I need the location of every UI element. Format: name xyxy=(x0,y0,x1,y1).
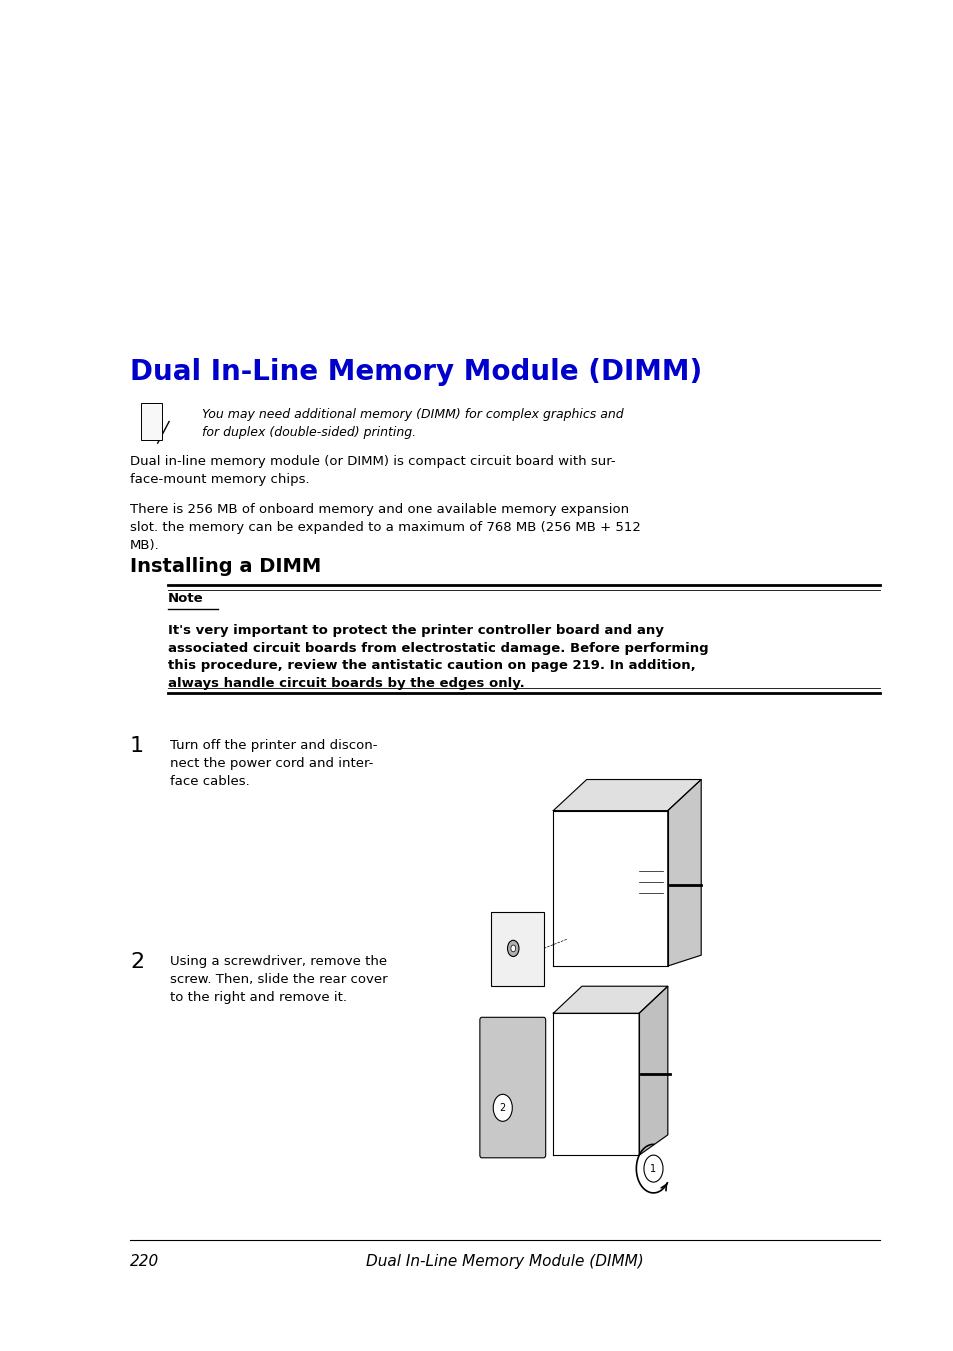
Text: It's very important to protect the printer controller board and any
associated c: It's very important to protect the print… xyxy=(168,624,708,689)
Text: You may need additional memory (DIMM) for complex graphics and
for duplex (doubl: You may need additional memory (DIMM) fo… xyxy=(201,408,622,439)
Text: 1: 1 xyxy=(650,1163,656,1174)
Circle shape xyxy=(493,1094,512,1121)
FancyBboxPatch shape xyxy=(141,403,162,440)
Polygon shape xyxy=(553,780,700,811)
Polygon shape xyxy=(553,1013,639,1155)
Polygon shape xyxy=(553,986,667,1013)
Polygon shape xyxy=(667,780,700,966)
Polygon shape xyxy=(553,811,667,966)
Text: Turn off the printer and discon-
nect the power cord and inter-
face cables.: Turn off the printer and discon- nect th… xyxy=(170,739,377,788)
Text: 220: 220 xyxy=(130,1254,159,1269)
Text: Using a screwdriver, remove the
screw. Then, slide the rear cover
to the right a: Using a screwdriver, remove the screw. T… xyxy=(170,955,387,1004)
FancyBboxPatch shape xyxy=(479,1017,545,1158)
Text: Dual in-line memory module (or DIMM) is compact circuit board with sur-
face-mou: Dual in-line memory module (or DIMM) is … xyxy=(130,455,615,486)
Polygon shape xyxy=(639,986,667,1155)
Circle shape xyxy=(643,1155,662,1182)
Text: 2: 2 xyxy=(130,952,144,973)
FancyBboxPatch shape xyxy=(491,912,543,986)
Circle shape xyxy=(507,940,518,957)
Text: There is 256 MB of onboard memory and one available memory expansion
slot. the m: There is 256 MB of onboard memory and on… xyxy=(130,503,640,551)
Text: Note: Note xyxy=(168,592,204,605)
Text: Installing a DIMM: Installing a DIMM xyxy=(130,557,321,576)
Text: 2: 2 xyxy=(499,1102,505,1113)
Text: Dual In-Line Memory Module (DIMM): Dual In-Line Memory Module (DIMM) xyxy=(366,1254,643,1269)
Text: 1: 1 xyxy=(130,736,144,757)
Text: Dual In-Line Memory Module (DIMM): Dual In-Line Memory Module (DIMM) xyxy=(130,358,701,386)
Circle shape xyxy=(511,946,515,952)
